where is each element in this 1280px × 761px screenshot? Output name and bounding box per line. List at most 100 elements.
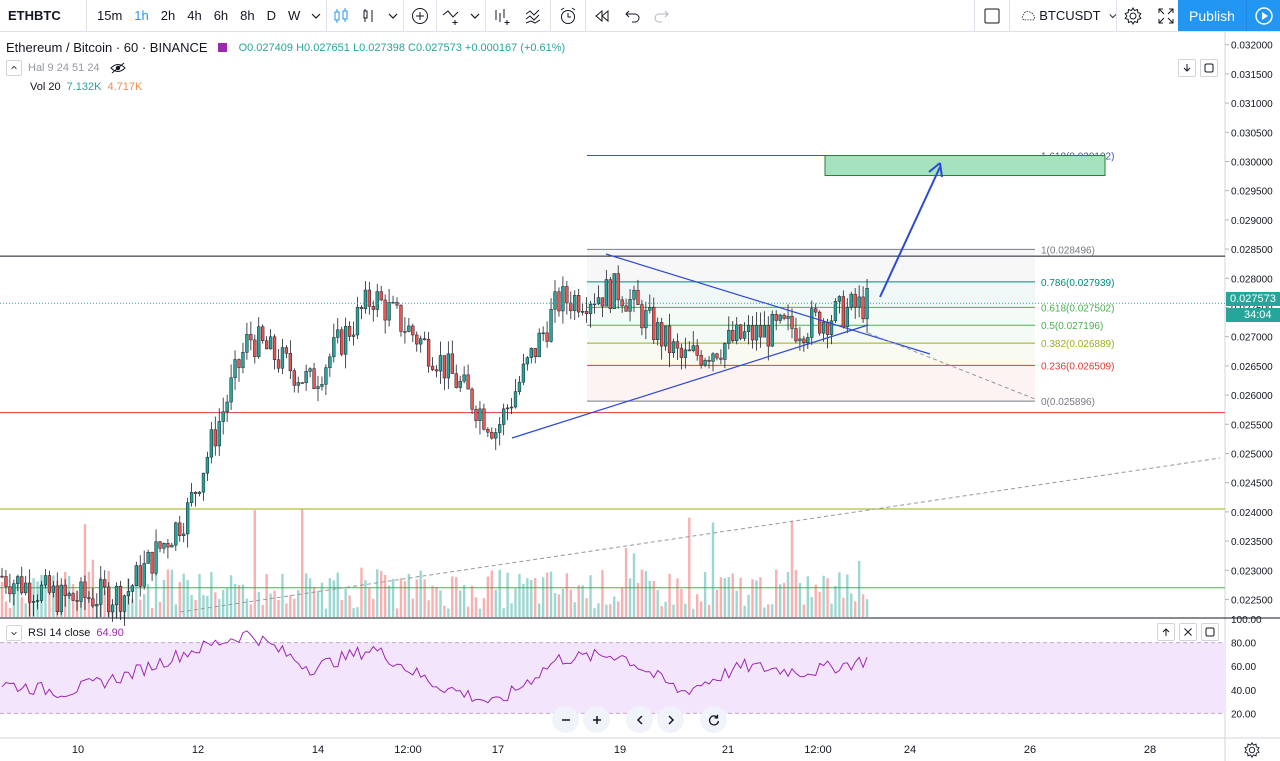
- volume-bar: [304, 573, 308, 617]
- chart-type-dropdown-icon[interactable]: [383, 0, 403, 32]
- interval-4h[interactable]: 4h: [187, 8, 202, 23]
- candle-body: [170, 544, 174, 548]
- fullscreen-icon[interactable]: [1149, 0, 1183, 32]
- candle-body: [379, 291, 383, 301]
- volume-bar: [549, 571, 553, 617]
- scroll-right-icon[interactable]: [657, 706, 684, 733]
- zoom-out-icon[interactable]: [552, 706, 579, 733]
- candle-body: [636, 289, 640, 305]
- volume-bar: [806, 576, 809, 617]
- candle-body: [150, 551, 154, 574]
- undo-icon[interactable]: [618, 0, 648, 32]
- rsi-scale-label: 20.00: [1231, 709, 1256, 720]
- candle-body: [723, 343, 727, 360]
- maximize-pane-icon[interactable]: [1200, 59, 1218, 77]
- close-pane-icon[interactable]: [1179, 623, 1197, 641]
- volume-bar: [628, 578, 632, 617]
- candle-body: [430, 365, 435, 370]
- chart-navigation: [552, 706, 727, 733]
- reset-chart-icon[interactable]: [700, 706, 727, 733]
- zoom-in-icon[interactable]: [583, 706, 610, 733]
- move-down-icon[interactable]: [1178, 59, 1196, 77]
- candle-body: [794, 328, 798, 342]
- dashed-projection: [867, 332, 1036, 400]
- candle-body: [565, 286, 569, 304]
- candles-icon[interactable]: [327, 0, 355, 32]
- candle-body: [174, 522, 178, 546]
- scale-settings-icon[interactable]: [1243, 741, 1261, 759]
- candle-body: [616, 273, 620, 301]
- price-scale-label: 0.031000: [1231, 99, 1273, 110]
- maximize-rsi-icon[interactable]: [1201, 623, 1219, 641]
- toolbar-divider: [86, 0, 87, 32]
- fib-zone: [587, 249, 1035, 282]
- play-icon[interactable]: [1246, 0, 1280, 31]
- candle-body: [604, 279, 609, 307]
- volume-bar: [225, 588, 229, 617]
- candle-body: [660, 322, 664, 347]
- price-scale-label: 0.031500: [1231, 70, 1273, 81]
- candle-body: [189, 492, 194, 503]
- collapse-legend-icon[interactable]: [6, 60, 22, 76]
- volume-bar: [407, 573, 411, 617]
- settings-icon[interactable]: [1117, 0, 1149, 32]
- volume-bar: [688, 517, 691, 617]
- indicators-icon[interactable]: [486, 0, 518, 32]
- candle-body: [739, 324, 743, 339]
- candle-body: [770, 314, 774, 347]
- compare-symbol[interactable]: BTCUSDT: [1010, 0, 1116, 32]
- volume-bar: [668, 573, 671, 617]
- interval-1h[interactable]: 1h: [134, 8, 149, 23]
- candle-body: [790, 315, 794, 329]
- candle-body: [20, 576, 24, 594]
- interval-w[interactable]: W: [288, 8, 301, 23]
- volume-value-2: 4.717K: [107, 81, 143, 93]
- volume-bar: [786, 571, 790, 617]
- volume-bar: [759, 577, 762, 617]
- volume-bar: [297, 589, 300, 617]
- candle-body: [415, 334, 419, 345]
- candle-body: [332, 337, 336, 358]
- volume-bar: [541, 577, 545, 617]
- interval-d[interactable]: D: [266, 8, 277, 23]
- time-axis-label: 17: [492, 744, 504, 756]
- time-axis-label: 19: [614, 744, 626, 756]
- price-scale-label: 0.024000: [1231, 508, 1273, 519]
- replay-icon[interactable]: [586, 0, 618, 32]
- candle-body: [798, 338, 802, 342]
- candle-body: [521, 363, 526, 383]
- candle-body: [592, 303, 597, 306]
- ohlc-values: O0.027409 H0.027651 L0.027398 C0.027573 …: [239, 42, 566, 54]
- bar-style-icon[interactable]: [355, 0, 383, 32]
- candle-body: [276, 359, 281, 369]
- price-scale-label: 0.028500: [1231, 245, 1273, 256]
- candle-body: [529, 348, 533, 358]
- interval-8h[interactable]: 8h: [240, 8, 255, 23]
- move-up-icon[interactable]: [1157, 623, 1175, 641]
- candle-body: [802, 338, 806, 343]
- layout-icon[interactable]: [975, 0, 1009, 32]
- interval-15m[interactable]: 15m: [97, 8, 123, 23]
- volume-bar: [597, 603, 600, 617]
- price-chart[interactable]: 0.032000 0.031500 0.031000 0.030500 0.030000…: [0, 32, 1280, 761]
- candle-body: [679, 347, 684, 358]
- alert-icon[interactable]: [551, 0, 585, 32]
- symbol-search[interactable]: ETHBTC: [8, 8, 61, 23]
- templates-icon[interactable]: [518, 0, 550, 32]
- volume-bar: [419, 570, 422, 617]
- add-indicator-icon[interactable]: [404, 0, 436, 32]
- interval-dropdown-icon[interactable]: [306, 0, 326, 32]
- line-tool-dropdown-icon[interactable]: [465, 0, 485, 32]
- flag-icon[interactable]: [217, 43, 227, 52]
- interval-2h[interactable]: 2h: [160, 8, 176, 23]
- interval-6h[interactable]: 6h: [213, 8, 229, 23]
- candle-body: [833, 301, 838, 322]
- line-tool-icon[interactable]: [437, 0, 465, 32]
- hidden-eye-icon[interactable]: [109, 62, 126, 74]
- candle-body: [438, 355, 443, 372]
- publish-button[interactable]: Publish: [1178, 0, 1246, 31]
- candle-body: [272, 336, 277, 361]
- rsi-settings-icon[interactable]: [6, 625, 22, 641]
- redo-icon[interactable]: [648, 0, 674, 32]
- scroll-left-icon[interactable]: [626, 706, 653, 733]
